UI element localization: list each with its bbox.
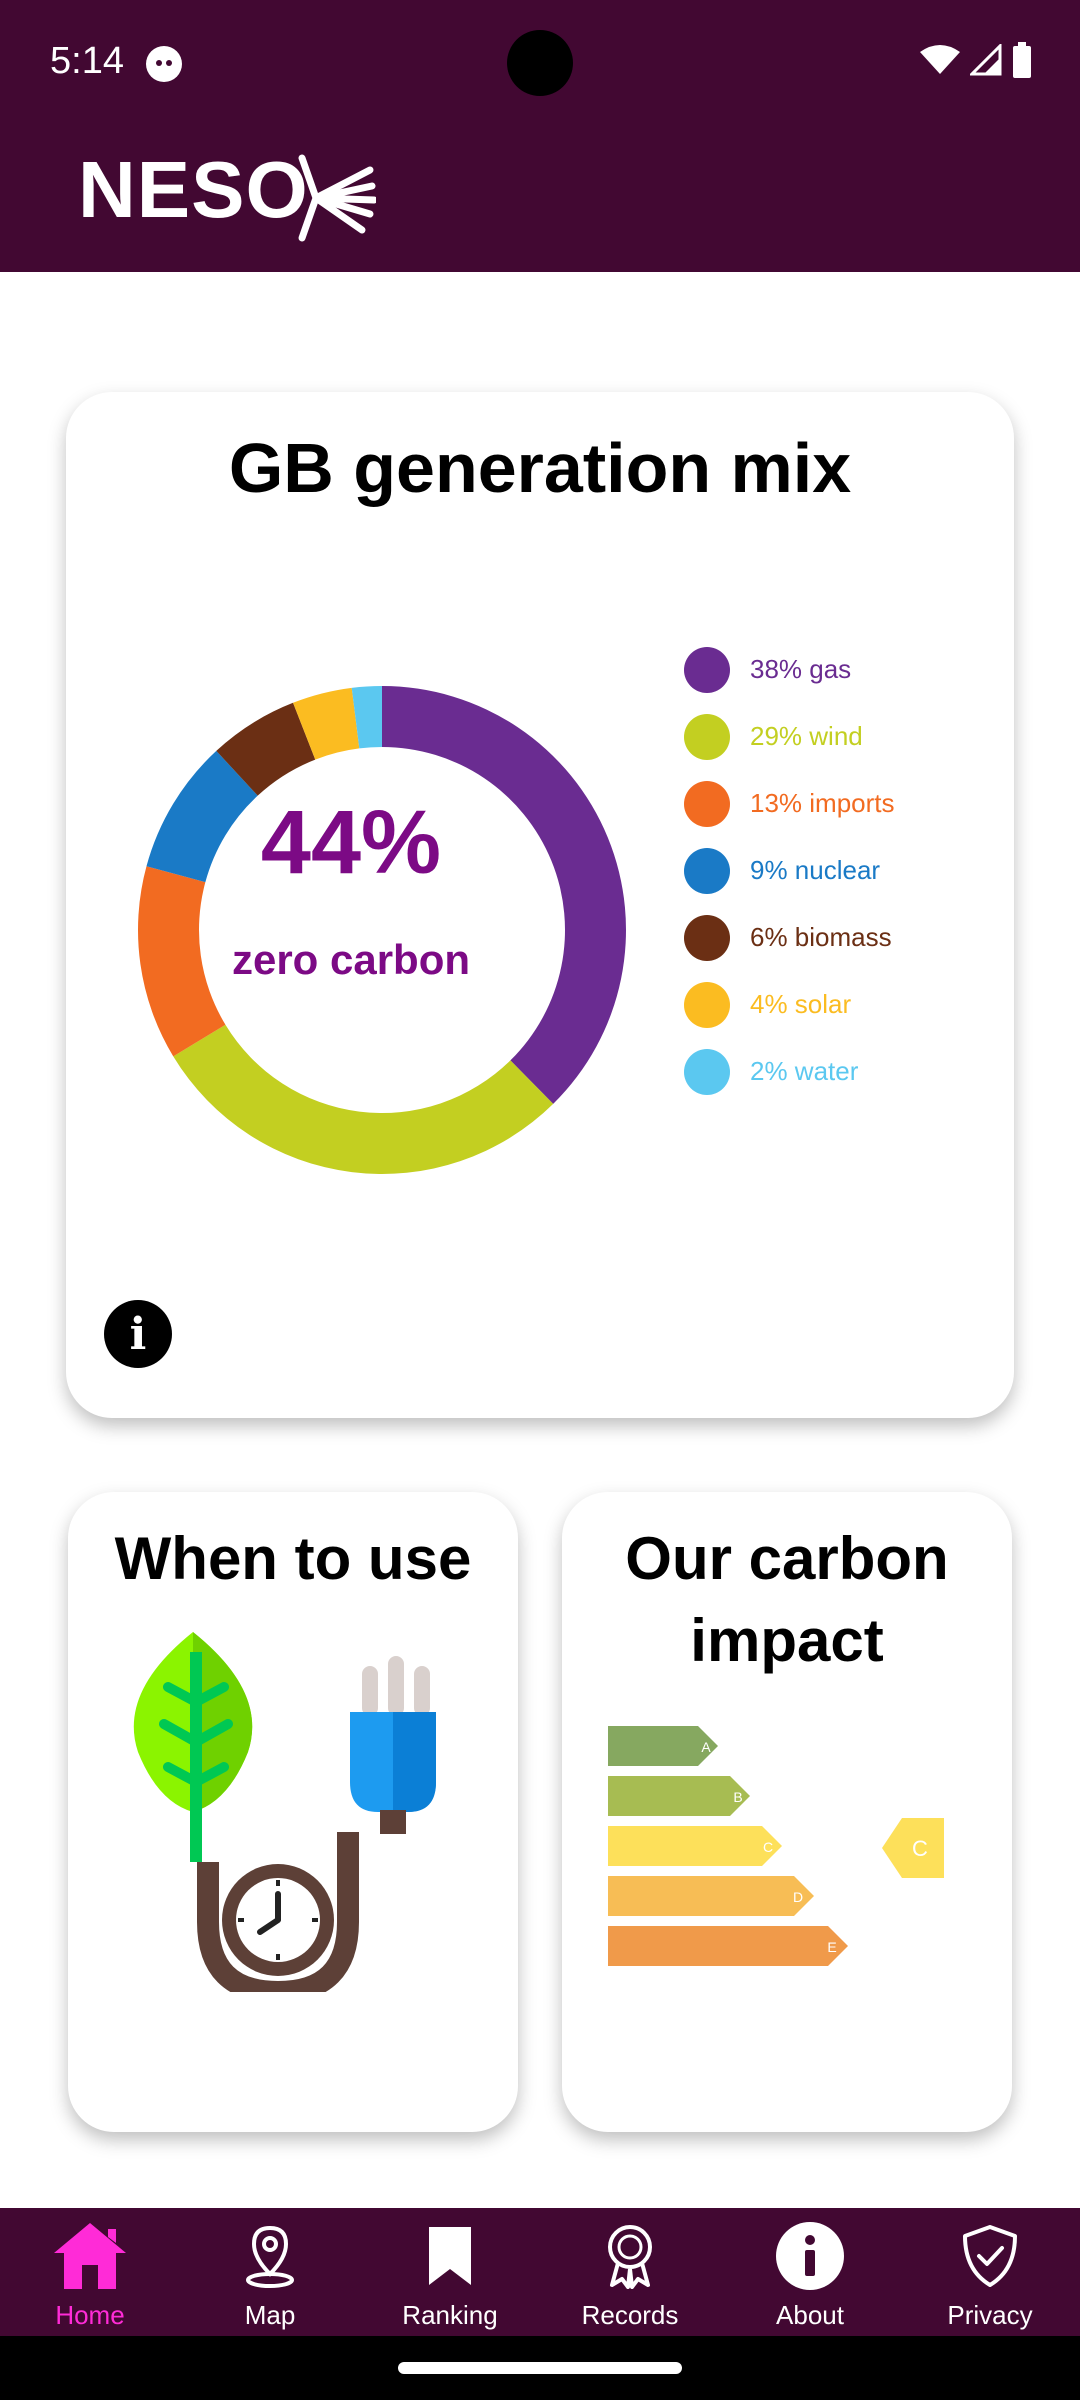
app-header: 5:14 NESO xyxy=(0,0,1080,272)
generation-mix-card[interactable]: GB generation mix 44% zero carbon 38% ga… xyxy=(66,392,1014,1418)
legend-dot-solar xyxy=(684,981,730,1028)
generation-mix-title: GB generation mix xyxy=(228,429,852,507)
legend-item-solar: 4% solar xyxy=(684,971,895,1038)
neso-logo-mark xyxy=(298,154,376,242)
info-icon xyxy=(770,2218,850,2294)
signal-icon xyxy=(970,44,1002,76)
home-gesture-bar[interactable] xyxy=(398,2362,682,2374)
rating-bar-b-label: B xyxy=(733,1789,742,1805)
nav-records-label: Records xyxy=(581,2300,679,2330)
legend-item-wind: 29% wind xyxy=(684,703,895,770)
shield-check-icon xyxy=(950,2218,1030,2294)
status-time: 5:14 xyxy=(50,40,124,82)
rating-bar-d-label: D xyxy=(793,1889,803,1905)
nav-privacy[interactable]: Privacy xyxy=(900,2208,1080,2336)
rating-indicator-label: C xyxy=(912,1836,928,1861)
zero-carbon-label: zero carbon xyxy=(231,936,471,983)
donut-slice-wind xyxy=(173,1024,554,1174)
nav-home[interactable]: Home xyxy=(0,2208,180,2336)
battery-icon xyxy=(1013,42,1031,78)
rating-bar-e-label: E xyxy=(827,1939,836,1955)
nav-home-label: Home xyxy=(55,2300,125,2330)
award-icon xyxy=(590,2218,670,2294)
carbon-impact-title: Our carbon impact xyxy=(625,1525,949,1674)
generation-mix-legend: 38% gas 29% wind 13% imports 9% nuclear … xyxy=(684,636,895,1105)
legend-item-nuclear: 9% nuclear xyxy=(684,837,895,904)
legend-dot-imports xyxy=(684,780,730,827)
when-to-use-card[interactable]: When to use xyxy=(68,1492,518,2132)
nav-map[interactable]: Map xyxy=(180,2208,360,2336)
neso-logo: NESO xyxy=(78,145,309,234)
legend-label-biomass: 6% biomass xyxy=(750,922,892,952)
legend-item-water: 2% water xyxy=(684,1038,895,1105)
generation-mix-donut-chart xyxy=(138,686,626,1174)
donut-slice-imports xyxy=(138,866,226,1057)
bookmark-icon xyxy=(410,2218,490,2294)
zero-carbon-percentage: 44% xyxy=(260,793,442,893)
nav-about[interactable]: About xyxy=(720,2208,900,2336)
legend-dot-gas xyxy=(684,646,730,693)
legend-label-imports: 13% imports xyxy=(750,788,895,818)
legend-dot-nuclear xyxy=(684,847,730,894)
legend-dot-water xyxy=(684,1048,730,1095)
legend-dot-biomass xyxy=(684,914,730,961)
wifi-icon xyxy=(920,45,960,74)
leaf-plug-clock-icon xyxy=(133,1632,436,1992)
legend-item-imports: 13% imports xyxy=(684,770,895,837)
legend-item-gas: 38% gas xyxy=(684,636,895,703)
rating-bar-a-label: A xyxy=(701,1739,711,1755)
energy-rating-icon: A B C D E C xyxy=(608,1726,944,1966)
nav-records[interactable]: Records xyxy=(540,2208,720,2336)
legend-label-wind: 29% wind xyxy=(750,721,863,751)
rating-bar-c-label: C xyxy=(763,1839,773,1855)
legend-label-gas: 38% gas xyxy=(750,654,852,684)
legend-label-nuclear: 9% nuclear xyxy=(750,855,881,885)
legend-dot-wind xyxy=(684,713,730,760)
when-to-use-title: When to use xyxy=(114,1525,472,1592)
info-icon[interactable]: i xyxy=(104,1300,172,1368)
donut-slice-water xyxy=(351,686,382,749)
nav-privacy-label: Privacy xyxy=(947,2300,1033,2330)
bottom-navigation: Home Map Ranking Records About xyxy=(0,2208,1080,2336)
nav-ranking-label: Ranking xyxy=(402,2300,498,2330)
donut-slice-nuclear xyxy=(146,750,258,883)
donut-slice-solar xyxy=(293,687,360,760)
legend-label-solar: 4% solar xyxy=(750,989,852,1019)
carbon-impact-card[interactable]: Our carbon impact A B C D E C xyxy=(562,1492,1012,2132)
notification-cat-icon xyxy=(146,46,182,82)
donut-slice-gas xyxy=(382,686,626,1104)
nav-map-label: Map xyxy=(244,2300,296,2330)
legend-item-biomass: 6% biomass xyxy=(684,904,895,971)
donut-slice-biomass xyxy=(216,702,316,796)
nav-about-label: About xyxy=(776,2300,844,2330)
legend-label-water: 2% water xyxy=(750,1056,859,1086)
nav-ranking[interactable]: Ranking xyxy=(360,2208,540,2336)
map-pin-icon xyxy=(230,2218,310,2294)
status-icons xyxy=(920,42,1032,78)
home-icon xyxy=(50,2218,130,2294)
front-camera xyxy=(507,30,573,96)
